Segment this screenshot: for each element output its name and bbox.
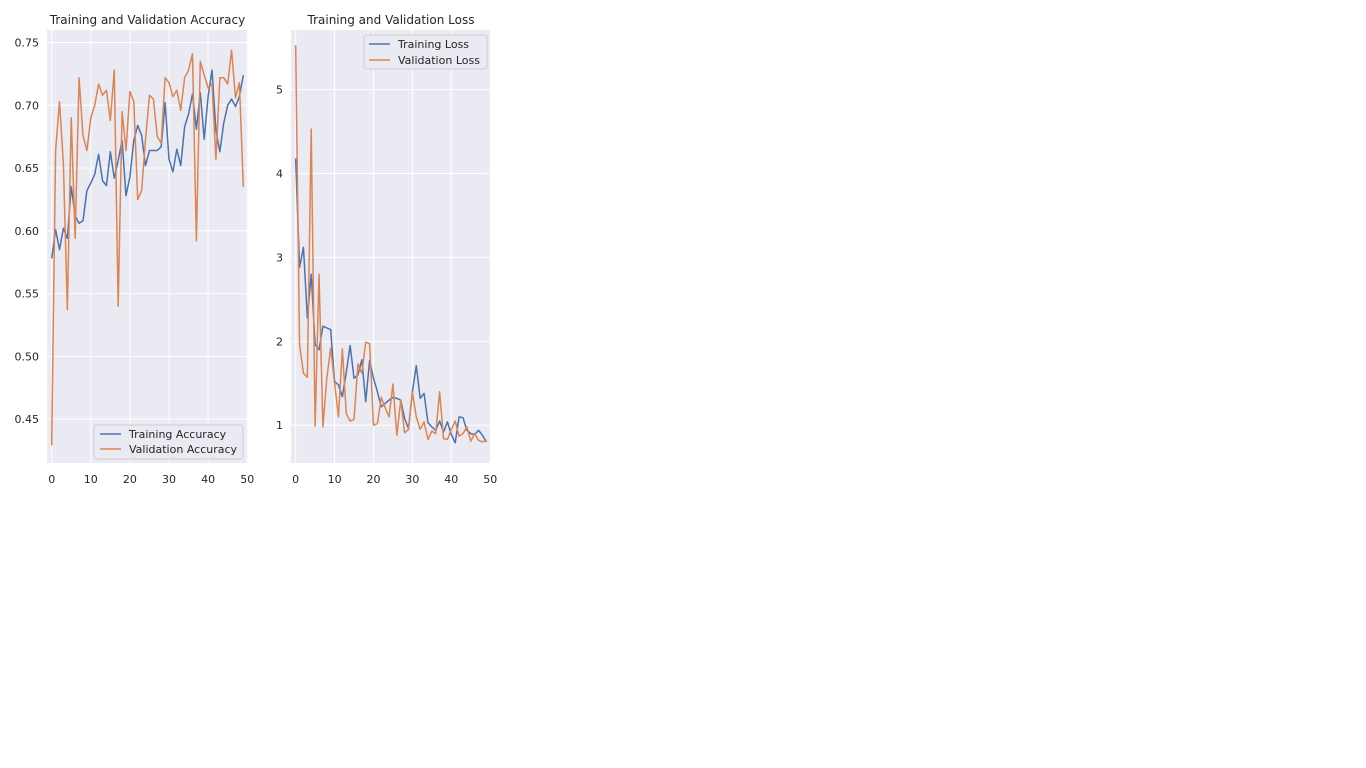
loss-plot-area	[291, 30, 491, 463]
loss-y-tick-label: 3	[276, 251, 283, 264]
loss-x-tick-label: 10	[328, 473, 342, 486]
accuracy-plot-area	[47, 30, 248, 463]
accuracy-y-tick-label: 0.45	[15, 413, 40, 426]
series-line-validation-loss	[294, 45, 487, 443]
loss-chart: 1 2 3 4 5 0 10 20 30 40 50 Training and Validatio…	[276, 13, 497, 486]
loss-x-tick-label: 40	[444, 473, 458, 486]
loss-x-tick-label: 30	[405, 473, 419, 486]
accuracy-y-tick-label: 0.50	[15, 350, 40, 363]
loss-x-tick-label: 50	[483, 473, 497, 486]
accuracy-legend-box	[93, 424, 244, 460]
accuracy-x-tick-label: 0	[48, 473, 55, 486]
loss-series-lines	[294, 45, 487, 444]
legend-label-training-accuracy: Training Accuracy	[128, 428, 227, 441]
accuracy-x-tick-label: 40	[201, 473, 215, 486]
loss-chart-title: Training and Validation Loss	[307, 13, 475, 27]
accuracy-x-tick-label: 30	[162, 473, 176, 486]
loss-x-ticks: 0 10 20 30 40 50	[292, 473, 497, 486]
loss-legend-box	[363, 34, 488, 70]
accuracy-legend: Training Accuracy Validation Accuracy	[93, 424, 244, 460]
loss-legend: Training Loss Validation Loss	[363, 34, 488, 70]
accuracy-y-tick-label: 0.65	[15, 162, 40, 175]
legend-label-validation-loss: Validation Loss	[398, 54, 480, 67]
loss-y-tick-label: 2	[276, 335, 283, 348]
accuracy-chart-title: Training and Validation Accuracy	[49, 13, 245, 27]
legend-label-validation-accuracy: Validation Accuracy	[129, 443, 238, 456]
accuracy-y-ticks: 0.45 0.50 0.55 0.60 0.65 0.70 0.75	[15, 37, 40, 427]
accuracy-x-tick-label: 50	[240, 473, 254, 486]
loss-y-ticks: 1 2 3 4 5	[276, 84, 283, 433]
series-line-validation-accuracy	[50, 49, 245, 446]
series-line-training-accuracy	[50, 69, 245, 259]
accuracy-x-ticks: 0 10 20 30 40 50	[48, 473, 254, 486]
accuracy-chart: 0.45 0.50 0.55 0.60 0.65 0.70 0.75 0 10 20 30 40 50…	[15, 13, 255, 486]
accuracy-y-tick-label: 0.75	[15, 37, 40, 50]
loss-y-tick-label: 4	[276, 167, 283, 180]
legend-label-training-loss: Training Loss	[397, 38, 469, 51]
accuracy-x-tick-label: 10	[84, 473, 98, 486]
accuracy-x-tick-label: 20	[123, 473, 137, 486]
accuracy-y-tick-label: 0.60	[15, 225, 40, 238]
accuracy-y-tick-label: 0.70	[15, 99, 40, 112]
loss-y-tick-label: 5	[276, 84, 283, 97]
accuracy-y-tick-label: 0.55	[15, 288, 40, 301]
loss-y-tick-label: 1	[276, 419, 283, 432]
accuracy-series-lines	[50, 49, 245, 446]
loss-x-tick-label: 0	[292, 473, 299, 486]
loss-x-tick-label: 20	[366, 473, 380, 486]
